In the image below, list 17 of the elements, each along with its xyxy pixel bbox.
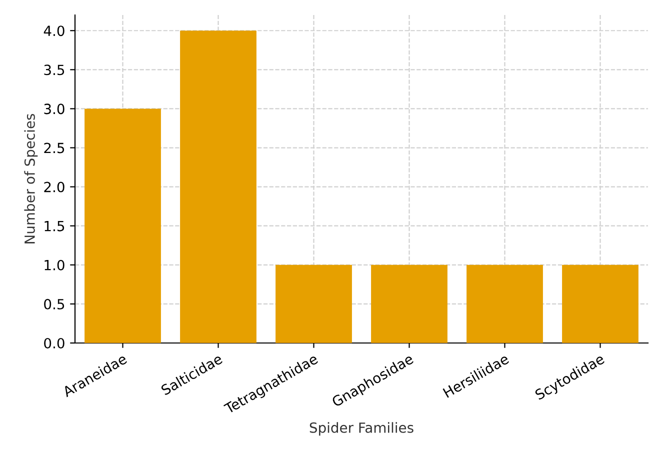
y-tick-label: 2.5 bbox=[44, 142, 64, 154]
y-axis-title: Number of Species bbox=[24, 114, 38, 244]
y-tick-label: 3.0 bbox=[44, 104, 64, 114]
bar bbox=[371, 264, 448, 343]
y-tick-label: 0.0 bbox=[44, 338, 64, 348]
y-tick-label: 4.0 bbox=[44, 26, 64, 36]
bar bbox=[180, 30, 256, 343]
x-axis-title: Spider Families bbox=[310, 422, 414, 436]
y-tick-label: 2.0 bbox=[44, 182, 64, 192]
y-tick-label: 0.5 bbox=[44, 298, 64, 310]
bar bbox=[466, 264, 543, 343]
y-tick-label: 3.5 bbox=[44, 64, 64, 76]
bar bbox=[276, 264, 352, 343]
y-tick-label: 1.0 bbox=[44, 260, 64, 270]
y-tick-label: 1.5 bbox=[44, 221, 64, 232]
bar bbox=[562, 264, 638, 343]
bar bbox=[84, 108, 161, 343]
